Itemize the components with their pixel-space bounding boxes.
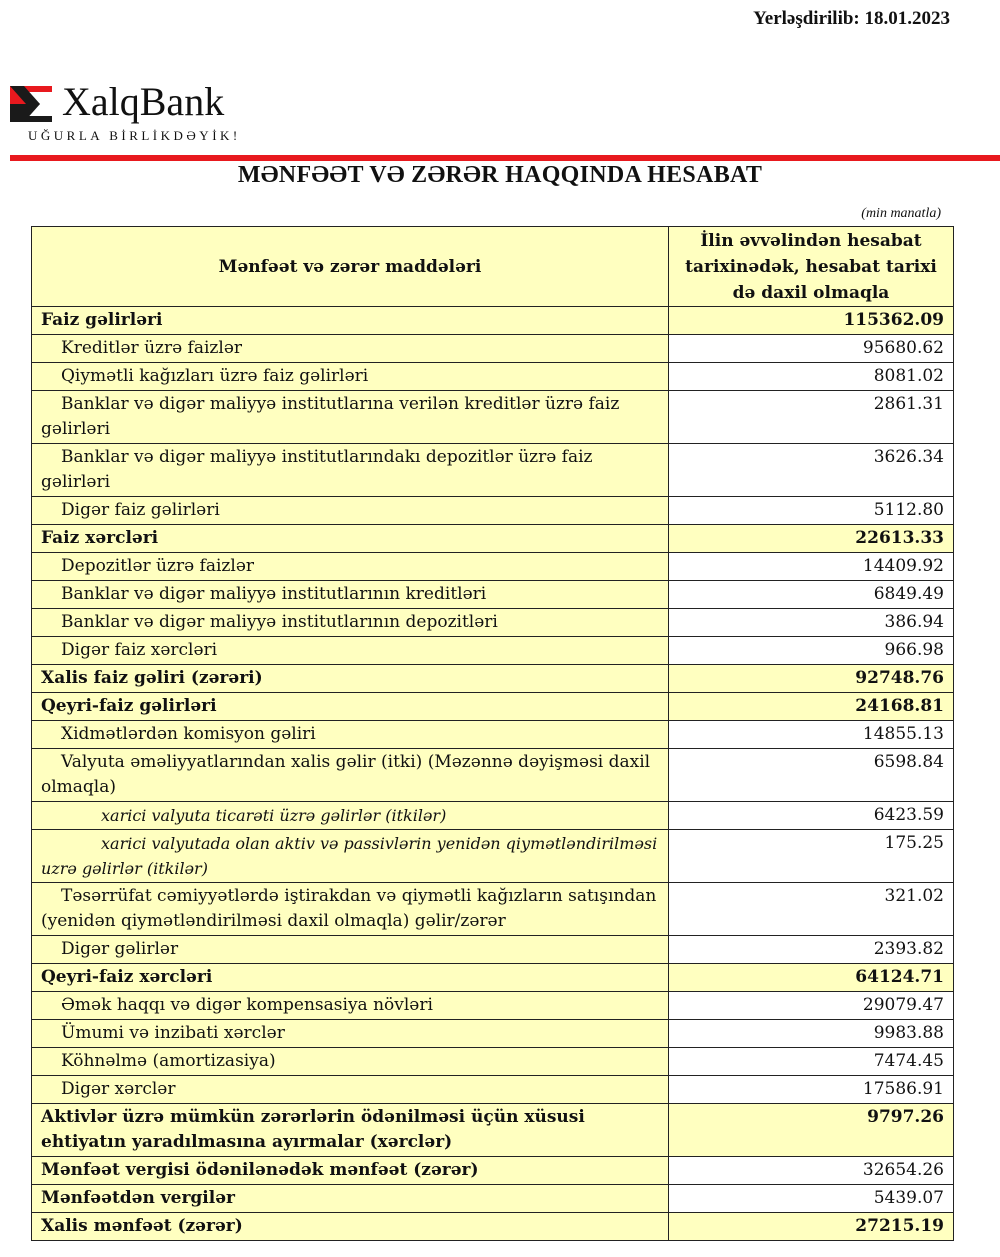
row-label: Kreditlər üzrə faizlər bbox=[31, 334, 669, 363]
row-value: 6423.59 bbox=[668, 801, 954, 830]
row-label: Digər gəlirlər bbox=[31, 935, 669, 964]
logo-slogan: UĞURLA BİRLİKDƏYİK! bbox=[28, 128, 241, 143]
row-value: 115362.09 bbox=[668, 306, 954, 335]
row-value: 386.94 bbox=[668, 608, 954, 637]
table-row: Digər faiz gəlirləri 5112.80 bbox=[31, 496, 954, 525]
header-items: Mənfəət və zərər maddələri bbox=[31, 226, 669, 307]
red-divider bbox=[10, 155, 1000, 161]
table-row: Köhnəlmə (amortizasiya) 7474.45 bbox=[31, 1047, 954, 1076]
logo-name: XalqBank bbox=[62, 79, 225, 124]
table-row: Əmək haqqı və digər kompensasiya növləri… bbox=[31, 991, 954, 1020]
row-label: Ümumi və inzibati xərclər bbox=[31, 1019, 669, 1048]
xalqbank-logo-icon bbox=[10, 86, 52, 122]
table-row: xarici valyutada olan aktiv və passivlər… bbox=[31, 829, 954, 883]
row-label: Qiymətli kağızları üzrə faiz gəlirləri bbox=[31, 362, 669, 391]
row-label: Banklar və digər maliyyə institutlarının… bbox=[31, 580, 669, 609]
table-row: Depozitlər üzrə faizlər 14409.92 bbox=[31, 552, 954, 581]
table-row: Təsərrüfat cəmiyyətlərdə iştirakdan və q… bbox=[31, 882, 954, 936]
row-label: Digər faiz gəlirləri bbox=[31, 496, 669, 525]
table-row: Qeyri-faiz xərcləri 64124.71 bbox=[31, 963, 954, 992]
unit-note: (min manatla) bbox=[861, 206, 941, 221]
table-row: Qeyri-faiz gəlirləri 24168.81 bbox=[31, 692, 954, 721]
row-value: 92748.76 bbox=[668, 664, 954, 693]
table-row: Ümumi və inzibati xərclər 9983.88 bbox=[31, 1019, 954, 1048]
row-value: 321.02 bbox=[668, 882, 954, 936]
row-value: 22613.33 bbox=[668, 524, 954, 553]
table-row: Banklar və digər maliyyə institutlarına … bbox=[31, 390, 954, 444]
row-value: 5112.80 bbox=[668, 496, 954, 525]
table-row: Qiymətli kağızları üzrə faiz gəlirləri 80… bbox=[31, 362, 954, 391]
row-value: 6598.84 bbox=[668, 748, 954, 802]
placed-date: Yerləşdirilib: 18.01.2023 bbox=[753, 8, 950, 29]
table-row: Mənfəətdən vergilər 5439.07 bbox=[31, 1184, 954, 1213]
row-value: 2861.31 bbox=[668, 390, 954, 444]
row-value: 7474.45 bbox=[668, 1047, 954, 1076]
table-row: Digər faiz xərcləri 966.98 bbox=[31, 636, 954, 665]
row-value: 2393.82 bbox=[668, 935, 954, 964]
table-row: Digər gəlirlər 2393.82 bbox=[31, 935, 954, 964]
row-label: Digər xərclər bbox=[31, 1075, 669, 1104]
income-statement-table: Mənfəət və zərər maddələri İlin əvvəlind… bbox=[31, 226, 954, 1241]
row-label: Əmək haqqı və digər kompensasiya növləri bbox=[31, 991, 669, 1020]
row-value: 9797.26 bbox=[668, 1103, 954, 1157]
table-row: Digər xərclər 17586.91 bbox=[31, 1075, 954, 1104]
table-row: Banklar və digər maliyyə institutlarının… bbox=[31, 580, 954, 609]
row-value: 9983.88 bbox=[668, 1019, 954, 1048]
row-label: Mənfəətdən vergilər bbox=[31, 1184, 669, 1213]
row-value: 8081.02 bbox=[668, 362, 954, 391]
row-label: xarici valyutada olan aktiv və passivlər… bbox=[31, 829, 669, 883]
table-row: Xidmətlərdən komisyon gəliri 14855.13 bbox=[31, 720, 954, 749]
table-row: Faiz xərcləri 22613.33 bbox=[31, 524, 954, 553]
row-label: Banklar və digər maliyyə institutlarına … bbox=[31, 390, 669, 444]
row-value: 6849.49 bbox=[668, 580, 954, 609]
page-title: MƏNFƏƏT VƏ ZƏRƏR HAQQINDA HESABAT bbox=[237, 162, 763, 188]
row-value: 5439.07 bbox=[668, 1184, 954, 1213]
row-label: Təsərrüfat cəmiyyətlərdə iştirakdan və q… bbox=[31, 882, 669, 936]
row-value: 32654.26 bbox=[668, 1156, 954, 1185]
row-label: Faiz gəlirləri bbox=[31, 306, 669, 335]
table-row: Mənfəət vergisi ödənilənədək mənfəət (zə… bbox=[31, 1156, 954, 1185]
row-value: 175.25 bbox=[668, 829, 954, 883]
row-label: Xalis faiz gəliri (zərəri) bbox=[31, 664, 669, 693]
table-row: Banklar və digər maliyyə institutlarında… bbox=[31, 443, 954, 497]
row-value: 3626.34 bbox=[668, 443, 954, 497]
row-label: Xidmətlərdən komisyon gəliri bbox=[31, 720, 669, 749]
row-value: 27215.19 bbox=[668, 1212, 954, 1241]
table-row: Banklar və digər maliyyə institutlarının… bbox=[31, 608, 954, 637]
row-label: Aktivlər üzrə mümkün zərərlərin ödənilmə… bbox=[31, 1103, 669, 1157]
table-row: Faiz gəlirləri 115362.09 bbox=[31, 306, 954, 335]
row-label: Depozitlər üzrə faizlər bbox=[31, 552, 669, 581]
row-value: 95680.62 bbox=[668, 334, 954, 363]
table-row: Xalis mənfəət (zərər) 27215.19 bbox=[31, 1212, 954, 1241]
row-label: Mənfəət vergisi ödənilənədək mənfəət (zə… bbox=[31, 1156, 669, 1185]
row-label: Xalis mənfəət (zərər) bbox=[31, 1212, 669, 1241]
row-label: Banklar və digər maliyyə institutlarının… bbox=[31, 608, 669, 637]
row-label: Valyuta əməliyyatlarından xalis gəlir (i… bbox=[31, 748, 669, 802]
row-value: 64124.71 bbox=[668, 963, 954, 992]
table-row: Valyuta əməliyyatlarından xalis gəlir (i… bbox=[31, 748, 954, 802]
row-label: Banklar və digər maliyyə institutlarında… bbox=[31, 443, 669, 497]
row-value: 14855.13 bbox=[668, 720, 954, 749]
table-row: Xalis faiz gəliri (zərəri) 92748.76 bbox=[31, 664, 954, 693]
row-value: 17586.91 bbox=[668, 1075, 954, 1104]
row-value: 24168.81 bbox=[668, 692, 954, 721]
row-value: 966.98 bbox=[668, 636, 954, 665]
table-row: Aktivlər üzrə mümkün zərərlərin ödənilmə… bbox=[31, 1103, 954, 1157]
row-label: Faiz xərcləri bbox=[31, 524, 669, 553]
row-label: Qeyri-faiz xərcləri bbox=[31, 963, 669, 992]
header-period: İlin əvvəlindən hesabat tarixinədək, hes… bbox=[668, 226, 954, 307]
table-row: xarici valyuta ticarəti üzrə gəlirlər (i… bbox=[31, 801, 954, 830]
row-label: Köhnəlmə (amortizasiya) bbox=[31, 1047, 669, 1076]
row-value: 29079.47 bbox=[668, 991, 954, 1020]
row-label: xarici valyuta ticarəti üzrə gəlirlər (i… bbox=[31, 801, 669, 830]
table-row: Kreditlər üzrə faizlər 95680.62 bbox=[31, 334, 954, 363]
row-label: Digər faiz xərcləri bbox=[31, 636, 669, 665]
row-label: Qeyri-faiz gəlirləri bbox=[31, 692, 669, 721]
row-value: 14409.92 bbox=[668, 552, 954, 581]
